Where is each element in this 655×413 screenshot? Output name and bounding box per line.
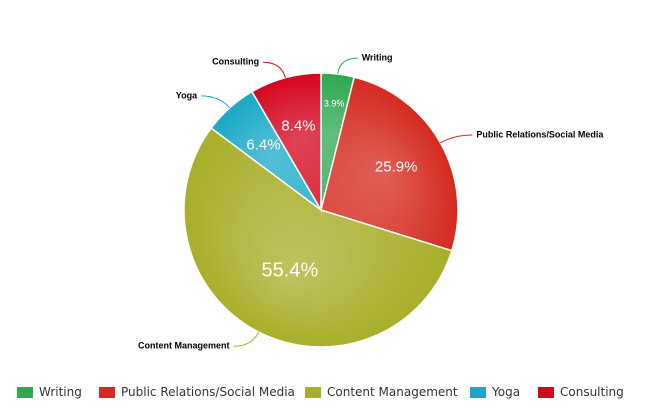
pie-label-consulting: 8.4% — [281, 118, 315, 135]
pie-slices — [183, 72, 459, 348]
callout-labels: Writing Public Relations/Social Media Cont… — [138, 52, 604, 350]
pie-slice-content-management[interactable] — [183, 127, 453, 348]
legend: Writing Public Relations/Social Media Co… — [0, 381, 655, 403]
legend-swatch-writing — [17, 386, 33, 398]
legend-label-public-relations: Public Relations/Social Media — [121, 385, 295, 399]
pie-label-content-management: 55.4% — [262, 259, 319, 281]
callout-label-content-management: Content Management — [138, 341, 230, 351]
legend-label-content-management: Content Management — [327, 385, 458, 399]
percent-labels: 3.9% 25.9% 55.4% 6.4%8.4% — [246, 98, 417, 281]
legend-swatch-public-relations — [99, 386, 115, 398]
callout-label-writing: Writing — [362, 52, 393, 62]
callout-line-content-management — [233, 331, 260, 347]
callout-label-yoga: Yoga — [176, 90, 198, 100]
pie-label-public-relations-social-media: 25.9% — [375, 159, 418, 176]
legend-item-writing[interactable]: Writing — [17, 381, 82, 403]
callout-label-consulting: Consulting — [212, 57, 259, 67]
pie-slice-consulting[interactable] — [250, 72, 322, 213]
pie-label-yoga: 6.4% — [246, 137, 280, 154]
legend-swatch-consulting — [538, 386, 554, 398]
legend-swatch-content-management — [305, 386, 321, 398]
callout-line-yoga — [201, 95, 231, 109]
legend-label-yoga: Yoga — [492, 385, 521, 399]
legend-label-writing: Writing — [39, 385, 82, 399]
legend-item-yoga[interactable]: Yoga — [470, 381, 520, 403]
callout-line-public-relations-social-media — [440, 134, 473, 144]
legend-swatch-yoga — [470, 386, 486, 398]
legend-label-consulting: Consulting — [560, 385, 624, 399]
legend-item-content-management[interactable]: Content Management — [305, 381, 458, 403]
legend-item-public-relations[interactable]: Public Relations/Social Media — [99, 381, 295, 403]
callout-label-public-relations-social-media: Public Relations/Social Media — [476, 129, 604, 139]
legend-item-consulting[interactable]: Consulting — [538, 381, 624, 403]
callout-line-writing — [337, 57, 358, 75]
pie-slice-public-relations-social-media[interactable] — [320, 76, 459, 252]
callout-line-consulting — [263, 61, 286, 78]
pie-label-writing: 3.9% — [324, 98, 345, 108]
callout-lines — [201, 57, 473, 347]
